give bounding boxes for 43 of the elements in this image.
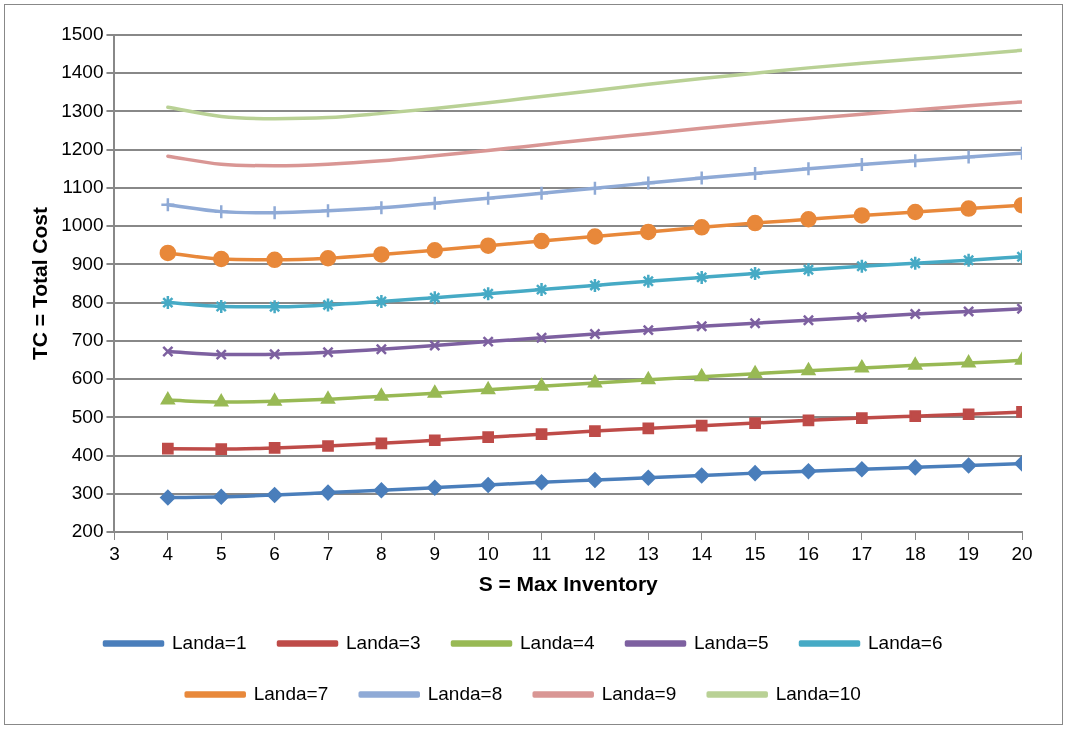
x-axis-title: S = Max Inventory <box>478 572 659 596</box>
x-tick-label: 15 <box>744 542 766 564</box>
y-axis-title: TC = Total Cost <box>28 206 52 361</box>
y-tick-label: 1100 <box>62 176 104 198</box>
y-tick-label: 800 <box>71 290 104 312</box>
legend-label: Landa=5 <box>694 631 769 653</box>
legend-label: Landa=6 <box>868 631 943 653</box>
legend-label: Landa=3 <box>346 631 421 653</box>
x-tick-label: 12 <box>584 542 606 564</box>
y-tick-label: 1200 <box>61 137 104 159</box>
x-tick-label: 19 <box>958 542 980 564</box>
x-tick-label: 7 <box>322 542 334 564</box>
x-tick-label: 5 <box>215 542 227 564</box>
y-tick-label: 1000 <box>61 214 104 236</box>
x-tick-label: 16 <box>797 542 820 564</box>
y-tick-label: 500 <box>71 405 104 427</box>
y-tick-label: 200 <box>71 520 104 542</box>
legend-label: Landa=4 <box>520 631 595 653</box>
x-tick-label: 11 <box>531 542 552 564</box>
x-tick-label: 9 <box>429 542 441 564</box>
x-tick-label: 13 <box>637 542 659 564</box>
x-tick-label: 4 <box>162 542 174 564</box>
x-tick-label: 17 <box>851 542 873 564</box>
y-tick-label: 900 <box>71 252 104 274</box>
legend-label: Landa=7 <box>253 682 329 704</box>
y-tick-label: 700 <box>71 329 104 351</box>
legend-label: Landa=8 <box>427 682 503 704</box>
y-tick-label: 1400 <box>61 61 104 83</box>
x-tick-label: 10 <box>477 542 499 564</box>
legend-label: Landa=9 <box>601 682 677 704</box>
y-tick-label: 1300 <box>61 99 104 121</box>
x-tick-label: 18 <box>904 542 926 564</box>
y-tick-label: 1500 <box>61 23 104 45</box>
legend-label: Landa=1 <box>172 631 247 653</box>
y-tick-label: 300 <box>71 482 104 503</box>
x-tick-label: 8 <box>376 542 387 564</box>
x-tick-label: 20 <box>1011 542 1033 564</box>
x-tick-label: 14 <box>691 542 713 564</box>
x-tick-label: 6 <box>269 542 280 564</box>
legend-label: Landa=10 <box>775 682 861 704</box>
x-tick-label: 3 <box>109 542 120 564</box>
y-tick-label: 400 <box>71 443 104 465</box>
y-tick-label: 600 <box>71 367 104 389</box>
